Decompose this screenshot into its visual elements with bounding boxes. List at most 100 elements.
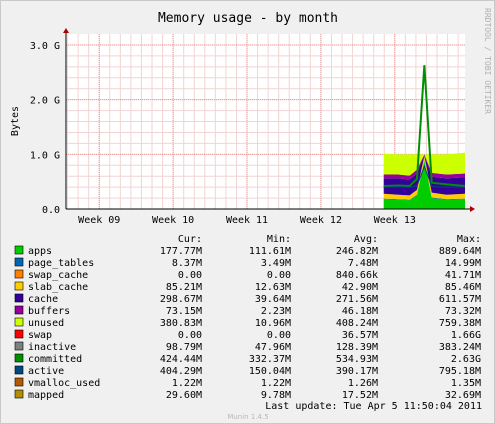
legend-max-slab_cache: 85.46M [445, 282, 481, 293]
legend-header-cur: Cur: [178, 234, 202, 245]
legend-avg-cache: 271.56M [336, 294, 378, 305]
area-apps [383, 160, 465, 209]
legend-name-buffers: buffers [28, 306, 70, 317]
legend-cur-inactive: 98.79M [166, 342, 202, 353]
x-tick-label: Week 11 [226, 215, 268, 226]
legend-min-swap: 0.00 [267, 330, 291, 341]
legend-max-swap_cache: 41.71M [445, 270, 481, 281]
legend-swatch-active [14, 365, 24, 375]
legend-min-cache: 39.64M [255, 294, 291, 305]
legend-min-vmalloc_used: 1.22M [261, 378, 291, 389]
munin-credit: Munin 1.4.5 [227, 413, 268, 421]
y-axis-arrow [63, 28, 69, 33]
legend-min-committed: 332.37M [249, 354, 291, 365]
legend-swatch-apps [14, 245, 24, 255]
legend-cur-slab_cache: 85.21M [166, 282, 202, 293]
legend-avg-inactive: 128.39M [336, 342, 378, 353]
legend-min-unused: 10.96M [255, 318, 291, 329]
legend-cur-cache: 298.67M [160, 294, 202, 305]
legend-name-slab_cache: slab_cache [28, 282, 88, 293]
legend-name-committed: committed [28, 354, 82, 365]
legend-cur-apps: 177.77M [160, 246, 202, 257]
legend-name-inactive: inactive [28, 342, 76, 353]
area-unused [383, 152, 465, 176]
legend-max-vmalloc_used: 1.35M [451, 378, 481, 389]
legend-swatch-page_tables [14, 257, 24, 267]
legend-avg-apps: 246.82M [336, 246, 378, 257]
legend-cur-vmalloc_used: 1.22M [172, 378, 202, 389]
legend-max-mapped: 32.69M [445, 390, 481, 401]
legend-min-page_tables: 3.49M [261, 258, 291, 269]
legend-cur-active: 404.29M [160, 366, 202, 377]
legend-min-inactive: 47.96M [255, 342, 291, 353]
legend-cur-buffers: 73.15M [166, 306, 202, 317]
x-tick-label: Week 12 [300, 215, 342, 226]
legend-min-buffers: 2.23M [261, 306, 291, 317]
y-tick-label: 0.0 [42, 205, 60, 216]
legend-avg-unused: 408.24M [336, 318, 378, 329]
y-axis-label: Bytes [10, 106, 21, 136]
legend-swatch-inactive [14, 341, 24, 351]
legend-cur-swap: 0.00 [178, 330, 202, 341]
legend-cur-mapped: 29.60M [166, 390, 202, 401]
legend-name-active: active [28, 366, 64, 377]
x-tick-labels: Week 09 Week 10 Week 11 Week 12 Week 13 [78, 215, 416, 226]
legend-avg-swap: 36.57M [342, 330, 378, 341]
legend-header-avg: Avg: [354, 234, 378, 245]
x-tick-label: Week 10 [152, 215, 194, 226]
legend-name-page_tables: page_tables [28, 258, 94, 269]
legend-cur-swap_cache: 0.00 [178, 270, 202, 281]
line-committed [383, 65, 466, 188]
legend-avg-vmalloc_used: 1.26M [348, 378, 378, 389]
last-update: Last update: Tue Apr 5 11:50:04 2011 [265, 401, 482, 412]
line-active [383, 164, 465, 188]
legend-name-vmalloc_used: vmalloc_used [28, 378, 100, 389]
legend-max-unused: 759.38M [439, 318, 481, 329]
legend-avg-committed: 534.93M [336, 354, 378, 365]
rrdtool-credit: RRDTOOL / TOBI OETIKER [483, 8, 492, 114]
y-tick-label: 1.0 G [30, 150, 60, 161]
area-buffers [383, 154, 465, 180]
x-tick-label: Week 09 [78, 215, 120, 226]
chart-title: Memory usage - by month [158, 11, 338, 26]
legend-name-mapped: mapped [28, 390, 64, 401]
area-slab_cache [383, 155, 465, 200]
legend-swatch-buffers [14, 305, 24, 315]
legend-swatch-mapped [14, 389, 24, 399]
y-tick-label: 2.0 G [30, 96, 60, 107]
legend-swatch-unused [14, 317, 24, 327]
legend-name-apps: apps [28, 246, 52, 257]
legend-name-swap_cache: swap_cache [28, 270, 88, 281]
legend-max-swap: 1.66G [451, 330, 481, 341]
legend-swatch-vmalloc_used [14, 377, 24, 387]
legend-min-mapped: 9.78M [261, 390, 291, 401]
legend-max-committed: 2.63G [451, 354, 481, 365]
data-areas [383, 65, 466, 209]
legend-header-max: Max: [457, 234, 481, 245]
legend-swatch-slab_cache [14, 281, 24, 291]
legend-swatch-swap_cache [14, 269, 24, 279]
x-tick-label: Week 13 [374, 215, 416, 226]
legend-swatch-committed [14, 353, 24, 363]
legend: Cur: Min: Avg: Max: apps 177.77M 111.61M 24… [14, 234, 481, 401]
legend-swatch-cache [14, 293, 24, 303]
legend-avg-mapped: 17.52M [342, 390, 378, 401]
legend-max-cache: 611.57M [439, 294, 481, 305]
legend-swatch-swap [14, 329, 24, 339]
legend-max-apps: 889.64M [439, 246, 481, 257]
legend-cur-page_tables: 8.37M [172, 258, 202, 269]
x-axis-arrow [470, 206, 475, 212]
legend-cur-committed: 424.44M [160, 354, 202, 365]
legend-max-inactive: 383.24M [439, 342, 481, 353]
legend-min-slab_cache: 12.63M [255, 282, 291, 293]
legend-header-min: Min: [267, 234, 291, 245]
legend-avg-swap_cache: 840.66k [336, 270, 378, 281]
legend-min-apps: 111.61M [249, 246, 291, 257]
legend-max-buffers: 73.32M [445, 306, 481, 317]
legend-name-cache: cache [28, 294, 58, 305]
legend-avg-page_tables: 7.48M [348, 258, 378, 269]
y-tick-labels: 0.0 1.0 G 2.0 G 3.0 G [30, 41, 60, 216]
legend-max-active: 795.18M [439, 366, 481, 377]
